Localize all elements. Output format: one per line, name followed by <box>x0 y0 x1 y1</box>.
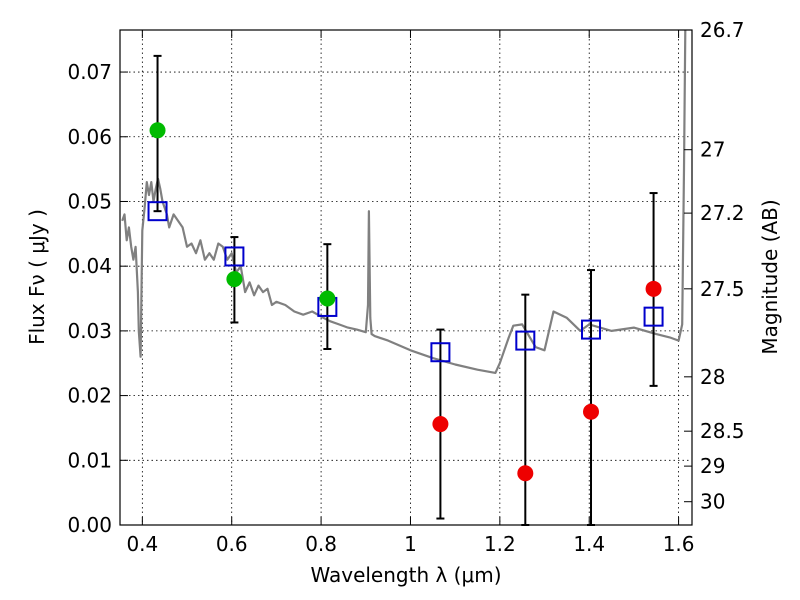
error-bars <box>153 54 658 526</box>
y-tick-label: 0.00 <box>67 513 112 537</box>
square-marker <box>515 330 536 351</box>
spectrum-line <box>121 29 687 374</box>
x-axis-label: Wavelength λ (μm) <box>310 563 501 587</box>
x-tick-label: 1 <box>404 532 417 556</box>
x-tick-label: 0.6 <box>216 532 248 556</box>
circle-marker <box>517 465 534 482</box>
right-tick-label: 27 <box>700 138 725 162</box>
square-marker <box>147 201 168 222</box>
grid <box>120 30 692 526</box>
square-marker <box>643 306 664 327</box>
y-tick-label: 0.02 <box>67 384 112 408</box>
square-marker <box>224 246 245 267</box>
y-tick-label: 0.07 <box>67 60 112 84</box>
circle-marker <box>432 416 449 433</box>
x-tick-label: 1.4 <box>573 532 605 556</box>
circle-marker <box>319 290 336 307</box>
circle-marker <box>645 280 662 297</box>
data-points <box>147 122 664 482</box>
axes: 0.4 0.6 0.8 1 1.2 1.4 1.6 0.00 0.01 0.02 0.03 0.04 0… <box>67 18 744 556</box>
square-marker <box>430 342 451 363</box>
x-tick-label: 1.2 <box>484 532 516 556</box>
y-tick-label: 0.05 <box>67 189 112 213</box>
plot-frame <box>119 29 693 526</box>
right-tick-label: 27.5 <box>700 277 745 301</box>
circle-marker <box>583 403 600 420</box>
y-tick-label: 0.03 <box>67 319 112 343</box>
y-tick-label: 0.06 <box>67 125 112 149</box>
x-tick-label: 0.4 <box>126 532 158 556</box>
right-tick-label: 28 <box>700 365 725 389</box>
circle-marker <box>149 122 166 139</box>
x-tick-label: 0.8 <box>305 532 337 556</box>
x-tick-label: 1.6 <box>663 532 695 556</box>
right-tick-label: 29 <box>700 454 725 478</box>
right-axis-label: Magnitude (AB) <box>758 199 782 354</box>
template-spectrum <box>121 29 687 374</box>
right-tick-label: 30 <box>700 490 725 514</box>
right-tick-label: 26.7 <box>700 18 745 42</box>
circle-marker <box>226 271 243 288</box>
right-tick-label: 28.5 <box>700 419 745 443</box>
y-axis-label: Flux Fν ( μJy ) <box>25 209 49 345</box>
y-tick-label: 0.04 <box>67 254 112 278</box>
right-tick-label: 27.2 <box>700 201 745 225</box>
square-marker <box>581 319 602 340</box>
y-tick-label: 0.01 <box>67 448 112 472</box>
